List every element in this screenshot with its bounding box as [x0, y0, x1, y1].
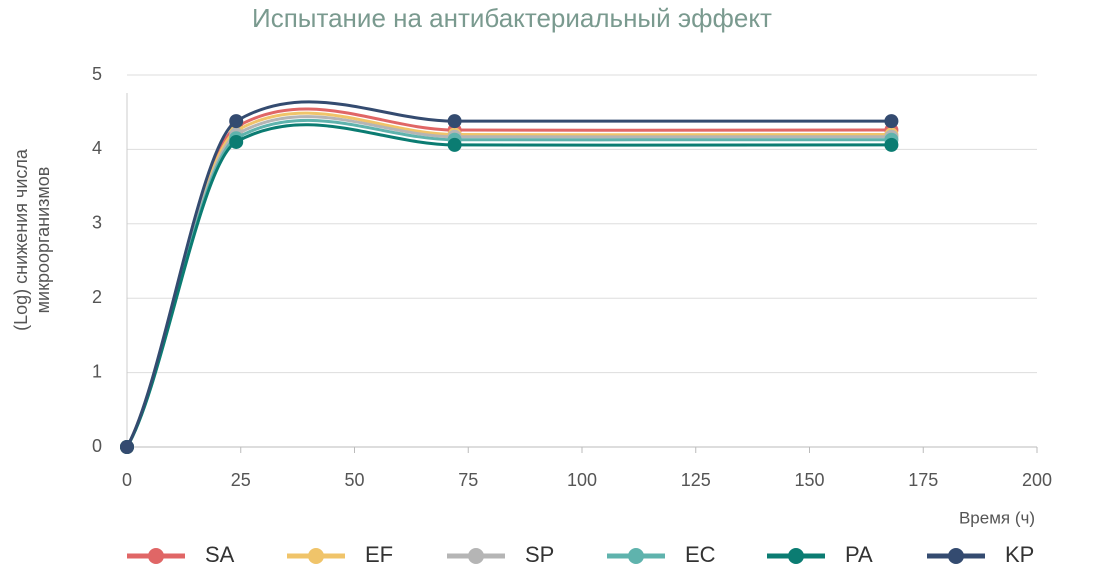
data-point — [884, 137, 899, 152]
chart-title: Испытание на антибактериальный эффект — [252, 3, 772, 33]
data-point — [229, 114, 244, 129]
y-tick-label: 0 — [92, 436, 102, 456]
legend-label: KP — [1005, 542, 1034, 567]
x-tick-label: 75 — [458, 470, 478, 490]
legend-marker — [308, 548, 324, 564]
x-tick-label: 200 — [1022, 470, 1052, 490]
legend-label: SP — [525, 542, 554, 567]
data-point — [229, 134, 244, 149]
x-tick-label: 25 — [231, 470, 251, 490]
data-point — [884, 114, 899, 129]
x-tick-label: 0 — [122, 470, 132, 490]
series-line — [125, 111, 892, 448]
data-point — [447, 137, 462, 152]
y-axis-label: микроорганизмов — [33, 167, 53, 314]
legend-marker — [948, 548, 964, 564]
data-point — [120, 440, 134, 454]
legend-marker — [468, 548, 484, 564]
y-axis-label: (Log) снижения числа — [11, 148, 31, 331]
y-tick-label: 3 — [92, 213, 102, 233]
legend-marker — [148, 548, 164, 564]
y-tick-label: 4 — [92, 138, 102, 158]
series-line — [125, 107, 892, 448]
x-tick-label: 50 — [344, 470, 364, 490]
series-line — [125, 123, 892, 448]
legend-marker — [788, 548, 804, 564]
data-point — [447, 114, 462, 129]
legend-marker — [628, 548, 644, 564]
series-line — [125, 115, 892, 448]
y-tick-label: 2 — [92, 287, 102, 307]
series-line — [125, 100, 892, 448]
x-tick-label: 100 — [567, 470, 597, 490]
series-line — [125, 118, 892, 448]
y-tick-label: 1 — [92, 361, 102, 381]
y-tick-label: 5 — [92, 64, 102, 84]
x-tick-label: 175 — [908, 470, 938, 490]
legend-label: EC — [685, 542, 716, 567]
x-tick-label: 125 — [681, 470, 711, 490]
x-axis-label: Время (ч) — [959, 508, 1035, 527]
x-tick-label: 150 — [794, 470, 824, 490]
legend-label: SA — [205, 542, 235, 567]
legend-label: EF — [365, 542, 393, 567]
legend-label: PA — [845, 542, 873, 567]
